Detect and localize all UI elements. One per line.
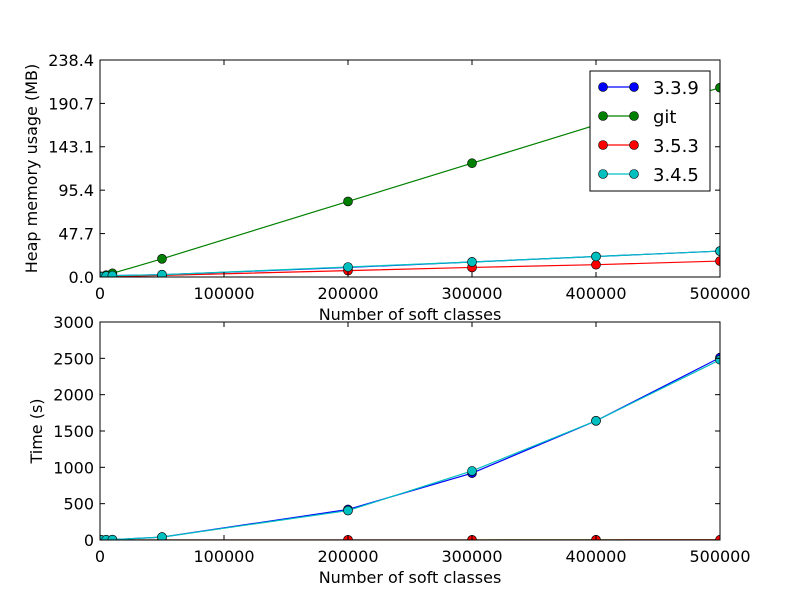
data-point-3.4.5 xyxy=(467,466,477,476)
data-point-3.4.5 xyxy=(157,269,167,277)
legend-marker xyxy=(629,140,639,150)
legend-marker xyxy=(598,169,608,179)
y-tick-label: 2000 xyxy=(53,386,94,405)
y-tick-label: 143.1 xyxy=(48,138,94,157)
x-tick-label: 300000 xyxy=(441,284,502,303)
y-tick-label: 1000 xyxy=(53,458,94,477)
y-tick-label: 0.0 xyxy=(69,268,94,287)
memory-chart: 0 100000 200000 300000 400000 500000 0.0 47.7 95… xyxy=(22,51,751,324)
y-tick-label: 2500 xyxy=(53,349,94,368)
data-point-3.4.5 xyxy=(591,251,601,262)
data-point-3.4.5 xyxy=(715,354,720,365)
legend-entry-3.3.9: 3.3.9 xyxy=(598,78,699,99)
x-tick-label: 500000 xyxy=(689,547,750,566)
time-chart: 0 100000 200000 300000 400000 500000 0 500 1000 1… xyxy=(27,313,751,587)
data-point-git xyxy=(157,253,167,264)
y-tick-label: 3000 xyxy=(53,313,94,332)
data-point-git xyxy=(467,158,477,169)
data-point-git xyxy=(343,196,353,207)
data-point-3.4.5 xyxy=(343,505,353,516)
x-tick-label: 500000 xyxy=(689,284,750,303)
legend-marker xyxy=(598,82,608,92)
data-point-3.4.5 xyxy=(715,246,720,256)
x-tick-label: 200000 xyxy=(317,547,378,566)
x-tick-label: 200000 xyxy=(317,284,378,303)
legend-marker xyxy=(598,140,608,150)
legend-label: 3.5.3 xyxy=(653,136,699,157)
y-axis-label: Heap memory usage (MB) xyxy=(22,64,41,274)
data-point-3.5.3 xyxy=(591,259,601,270)
data-point-3.4.5 xyxy=(467,257,477,267)
data-point-3.4.5 xyxy=(591,416,601,426)
x-tick-label: 100000 xyxy=(193,284,254,303)
x-tick-label: 0 xyxy=(95,284,105,303)
legend-marker xyxy=(598,111,608,121)
y-tick-label: 238.4 xyxy=(48,51,94,70)
y-tick-label: 95.4 xyxy=(58,181,94,200)
y-tick-label: 0 xyxy=(84,531,94,550)
legend-box xyxy=(589,70,711,192)
x-tick-label: 300000 xyxy=(441,547,502,566)
legend-label: git xyxy=(653,107,676,128)
legend: 3.3.9 git 3.5.3 3.4.5 xyxy=(589,70,711,192)
legend-marker xyxy=(629,111,639,121)
x-axis-label: Number of soft classes xyxy=(319,305,502,324)
x-tick-label: 0 xyxy=(95,547,105,566)
legend-marker xyxy=(629,82,639,92)
y-tick-label: 1500 xyxy=(53,422,94,441)
data-point-3.4.5 xyxy=(343,262,353,272)
data-point-3.4.5 xyxy=(107,270,118,277)
x-tick-label: 400000 xyxy=(565,284,626,303)
y-tick-label: 500 xyxy=(63,495,94,514)
y-tick-label: 190.7 xyxy=(48,94,94,113)
y-tick-label: 47.7 xyxy=(58,225,94,244)
legend-entry-3.5.3: 3.5.3 xyxy=(598,136,699,157)
legend-marker xyxy=(629,169,639,179)
y-axis-label: Time (s) xyxy=(27,398,46,464)
legend-entry-3.4.5: 3.4.5 xyxy=(598,165,699,186)
axes-frame xyxy=(99,59,721,278)
series-3.4.5 xyxy=(100,246,720,277)
legend-label: 3.4.5 xyxy=(653,165,699,186)
x-axis-label: Number of soft classes xyxy=(319,568,502,587)
x-tick-label: 100000 xyxy=(193,547,254,566)
plot-area xyxy=(100,82,720,277)
data-point-3.4.5 xyxy=(157,532,167,540)
x-tick-label: 400000 xyxy=(565,547,626,566)
data-point-git xyxy=(715,82,720,93)
legend-entry-git: git xyxy=(598,107,676,128)
legend-label: 3.3.9 xyxy=(653,78,699,99)
data-point-3.5.3 xyxy=(715,256,720,266)
